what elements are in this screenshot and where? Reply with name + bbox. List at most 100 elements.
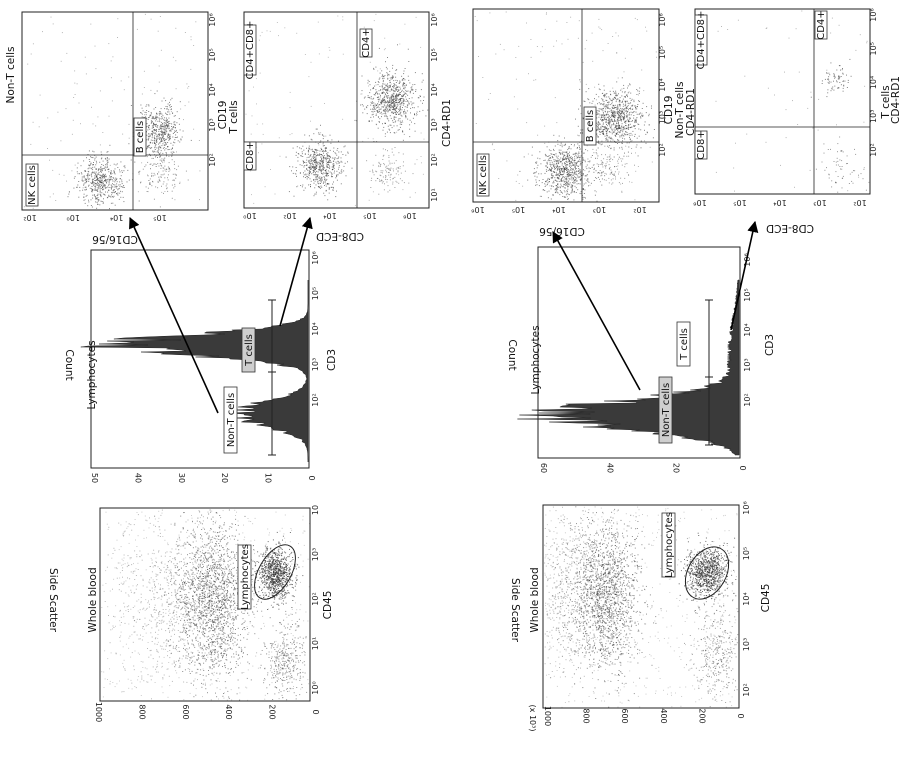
event-dot — [270, 589, 272, 591]
event-dot — [181, 618, 183, 620]
event-dot — [278, 664, 280, 666]
event-dot — [202, 649, 204, 651]
event-dot — [97, 191, 99, 192]
event-dot — [173, 582, 175, 584]
event-dot — [165, 112, 166, 114]
event-dot — [261, 610, 263, 612]
event-dot — [267, 566, 269, 568]
event-dot — [207, 612, 209, 614]
event-dot — [213, 608, 215, 610]
event-dot — [168, 620, 170, 622]
event-dot — [224, 571, 226, 573]
event-dot — [184, 563, 186, 565]
event-dot — [276, 669, 277, 671]
event-dot — [162, 136, 164, 138]
event-dot — [187, 668, 189, 670]
event-dot — [283, 579, 285, 581]
event-dot — [183, 565, 185, 567]
event-dot — [169, 685, 171, 687]
event-dot — [218, 612, 220, 614]
event-dot — [165, 612, 167, 614]
event-dot — [208, 618, 210, 620]
event-dot — [122, 567, 124, 569]
event-dot — [204, 593, 206, 595]
event-dot — [144, 515, 146, 517]
event-dot — [153, 118, 155, 120]
event-dot — [185, 633, 187, 634]
event-dot — [214, 609, 216, 611]
event-dot — [150, 649, 152, 651]
top-scatter-frame — [99, 507, 311, 702]
event-dot — [288, 654, 289, 656]
event-dot — [218, 535, 219, 537]
event-dot — [275, 660, 277, 662]
event-dot — [213, 588, 215, 590]
event-dot — [242, 613, 244, 614]
event-dot — [203, 655, 205, 657]
event-dot — [299, 677, 301, 679]
event-dot — [289, 657, 291, 659]
event-dot — [278, 580, 280, 582]
event-dot — [256, 576, 258, 578]
event-dot — [169, 137, 171, 139]
event-dot — [293, 686, 294, 687]
event-dot — [286, 572, 288, 574]
event-dot — [227, 643, 229, 645]
event-dot — [285, 602, 287, 604]
event-dot — [292, 580, 294, 582]
event-dot — [208, 646, 210, 648]
event-dot — [208, 564, 210, 566]
event-dot — [209, 553, 211, 555]
event-dot — [288, 671, 290, 673]
event-dot — [165, 630, 167, 632]
event-dot — [216, 540, 218, 542]
event-dot — [264, 571, 266, 573]
event-dot — [204, 682, 206, 684]
event-dot — [195, 594, 197, 596]
event-dot — [164, 539, 166, 541]
event-dot — [208, 645, 210, 647]
event-dot — [208, 582, 210, 584]
event-dot — [132, 616, 134, 618]
event-dot — [244, 536, 246, 538]
event-dot — [274, 563, 276, 565]
event-dot — [273, 562, 275, 564]
event-dot — [183, 643, 185, 645]
event-dot — [167, 655, 168, 657]
event-dot — [291, 607, 293, 608]
event-dot — [196, 672, 198, 674]
event-dot — [134, 631, 136, 633]
event-dot — [226, 621, 228, 622]
event-dot — [282, 640, 284, 642]
event-dot — [197, 650, 199, 652]
event-dot — [192, 521, 193, 523]
event-dot — [260, 568, 262, 570]
event-dot — [208, 603, 210, 605]
event-dot — [230, 551, 232, 553]
event-dot — [232, 623, 234, 625]
event-dot — [263, 552, 265, 554]
event-dot — [211, 559, 213, 561]
event-dot — [199, 587, 201, 589]
event-dot — [187, 519, 189, 521]
event-dot — [82, 180, 84, 182]
event-dot — [216, 606, 218, 608]
event-dot — [269, 586, 271, 588]
event-dot — [83, 193, 85, 195]
event-dot — [227, 591, 229, 592]
event-dot — [134, 650, 136, 652]
event-dot — [168, 582, 170, 584]
event-dot — [288, 576, 290, 578]
event-dot — [171, 128, 173, 130]
event-dot — [203, 598, 205, 599]
event-dot — [213, 653, 215, 655]
event-dot — [279, 665, 281, 667]
event-dot — [291, 575, 293, 577]
event-dot — [205, 546, 207, 548]
event-dot — [227, 621, 229, 623]
event-dot — [208, 666, 210, 668]
event-dot — [203, 553, 205, 555]
event-dot — [198, 643, 200, 645]
event-dot — [287, 653, 289, 655]
event-dot — [291, 675, 293, 677]
